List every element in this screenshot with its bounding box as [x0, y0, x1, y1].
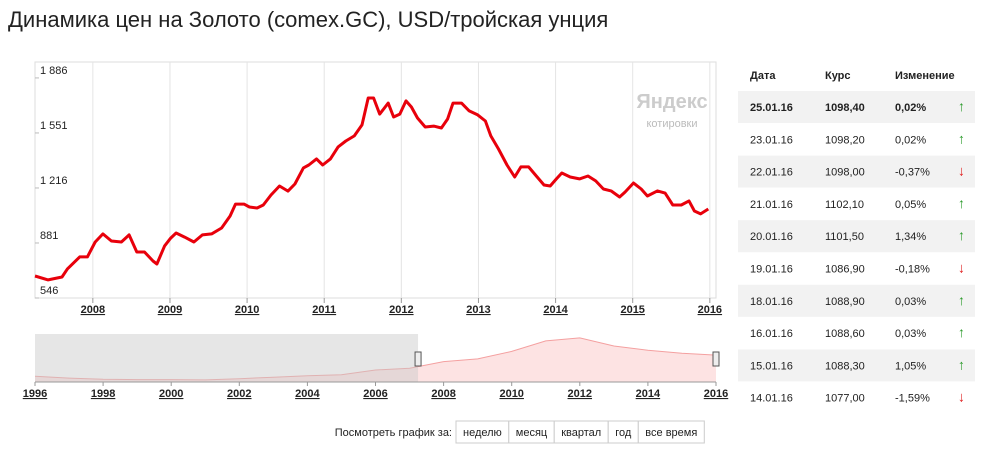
selection-handle	[712, 351, 720, 367]
x-tick-label: 2012	[568, 388, 592, 400]
change-arrow: ↑	[958, 324, 965, 340]
table-cell: 23.01.16	[750, 134, 793, 146]
table-header: Дата	[750, 70, 776, 82]
overview-outside-selection	[35, 334, 419, 382]
change-arrow: ↑	[958, 292, 965, 308]
y-tick-label: 881	[40, 230, 58, 242]
overview-area-fill	[35, 337, 716, 382]
button-label: все время	[645, 427, 697, 439]
table-header: Курс	[825, 70, 851, 82]
y-tick-label: 1 886	[40, 65, 68, 77]
y-tick-label: 1 551	[40, 120, 68, 132]
change-arrow: ↑	[958, 130, 965, 146]
change-arrow: ↑	[958, 195, 965, 211]
table-cell: 1086,90	[825, 264, 865, 276]
change-arrow: ↓	[958, 389, 965, 405]
x-tick-label: 2009	[158, 304, 182, 316]
price-line	[34, 96, 710, 282]
table-cell: 20.01.16	[750, 231, 793, 243]
button-label: квартал	[561, 427, 601, 439]
table-cell: 21.01.16	[750, 199, 793, 211]
x-tick-label: 2011	[312, 304, 336, 316]
row-background	[738, 284, 975, 317]
x-tick-label: 2008	[81, 304, 105, 316]
watermark-caption: котировки	[646, 118, 697, 130]
table-cell: 18.01.16	[750, 296, 793, 308]
y-tick-label: 1 216	[40, 175, 68, 187]
row-background	[738, 155, 975, 188]
table-cell: -0,18%	[895, 264, 930, 276]
table-cell: -1,59%	[895, 393, 930, 405]
table-cell: 1098,00	[825, 167, 865, 179]
table-cell: 1077,00	[825, 393, 865, 405]
watermark-brand: Яндекс	[636, 91, 707, 113]
table-cell: 0,02%	[895, 102, 926, 114]
table-cell: 25.01.16	[750, 102, 793, 114]
table-cell: 0,02%	[895, 134, 926, 146]
table-cell: 1088,60	[825, 328, 865, 340]
button-label: неделю	[463, 427, 502, 439]
change-arrow: ↓	[958, 163, 965, 179]
table-cell: 1098,40	[825, 102, 865, 114]
change-arrow: ↑	[958, 227, 965, 243]
x-tick-label: 2014	[543, 304, 568, 316]
selection-handle	[414, 351, 422, 367]
x-tick-label: 2004	[295, 388, 320, 400]
period-button[interactable]: все время	[637, 420, 705, 444]
x-tick-label: 2008	[431, 388, 455, 400]
period-button[interactable]: год	[607, 420, 639, 444]
table-cell: 0,03%	[895, 328, 926, 340]
table-cell: 14.01.16	[750, 393, 793, 405]
x-tick-label: 2014	[636, 388, 661, 400]
plot-frame	[34, 61, 717, 299]
table-cell: 15.01.16	[750, 360, 793, 372]
x-tick-label: 2013	[466, 304, 490, 316]
button-label: месяц	[516, 427, 548, 439]
overview-area	[34, 337, 717, 381]
change-arrow: ↑	[958, 98, 965, 114]
x-tick-label: 2015	[620, 304, 644, 316]
row-background	[738, 349, 975, 382]
table-cell: 16.01.16	[750, 328, 793, 340]
table-cell: 1088,30	[825, 360, 865, 372]
period-button[interactable]: квартал	[553, 420, 609, 444]
x-tick-label: 2006	[363, 388, 387, 400]
table-cell: 1098,20	[825, 134, 865, 146]
y-tick-label: 546	[40, 285, 58, 297]
x-tick-label: 2016	[698, 304, 722, 316]
change-arrow: ↓	[958, 260, 965, 276]
row-background	[738, 220, 975, 253]
table-cell: 19.01.16	[750, 264, 793, 276]
change-arrow: ↑	[958, 356, 965, 372]
table-cell: -0,37%	[895, 167, 930, 179]
button-label: год	[615, 427, 632, 439]
x-tick-label: 2000	[159, 388, 183, 400]
period-button[interactable]: месяц	[508, 420, 555, 444]
table-cell: 1102,10	[825, 199, 864, 211]
table-cell: 0,05%	[895, 199, 926, 211]
row-background	[738, 91, 975, 123]
table-cell: 22.01.16	[750, 167, 793, 179]
x-tick-label: 2010	[499, 388, 523, 400]
x-tick-label: 2012	[389, 304, 413, 316]
table-cell: 1,05%	[895, 360, 926, 372]
x-tick-label: 1998	[91, 388, 115, 400]
button-box	[637, 420, 705, 444]
x-tick-label: 2002	[227, 388, 251, 400]
period-label: Посмотреть график за:	[335, 427, 452, 439]
x-tick-label: 1996	[23, 388, 47, 400]
table-header: Изменение	[895, 70, 955, 82]
table-cell: 1,34%	[895, 231, 926, 243]
table-cell: 0,03%	[895, 296, 926, 308]
x-tick-label: 2010	[235, 304, 259, 316]
table-cell: 1088,90	[825, 296, 865, 308]
x-tick-label: 2016	[704, 388, 728, 400]
table-cell: 1101,50	[825, 231, 864, 243]
page-title: Динамика цен на Золото (comex.GC), USD/т…	[8, 7, 608, 32]
period-button[interactable]: неделю	[455, 420, 510, 444]
